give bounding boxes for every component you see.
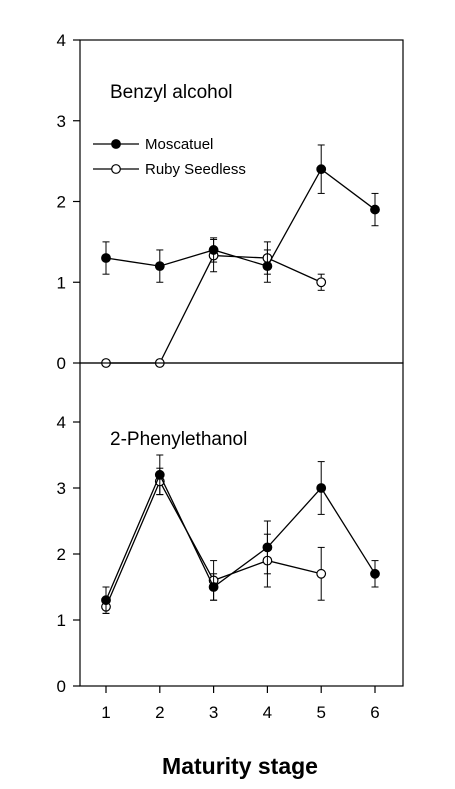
panel-2-moscatuel-point-3 [208, 582, 219, 592]
panel-1-moscatuel-point-5 [316, 164, 327, 175]
panel-2-frame [79, 362, 404, 687]
x-tick-label-2: 2 [155, 703, 164, 722]
panel-1-y-tick-label-1: 1 [57, 273, 66, 292]
panel-1-ruby-seedless-point-5 [316, 277, 327, 288]
x-tick-label-3: 3 [209, 703, 218, 722]
panel-2-moscatuel-point-6 [370, 568, 380, 579]
panel-2-y-tick-label-1: 1 [57, 611, 66, 630]
x-tick-label-6: 6 [370, 703, 379, 722]
panel-1-moscatuel-point-2 [154, 261, 165, 272]
panel-2-title: 2-Phenylethanol [110, 429, 247, 450]
panel-2-y-tick-label-0: 0 [57, 677, 66, 696]
x-tick-label-4: 4 [263, 703, 272, 722]
panel-1-y-tick-label-0: 0 [57, 354, 66, 373]
x-tick-label-5: 5 [316, 703, 325, 722]
x-axis-title: Maturity stage [162, 753, 318, 779]
panel-2-moscatuel-line [105, 473, 376, 601]
panel-2-moscatuel-point-5 [316, 483, 327, 493]
panel-1-moscatuel-point-3 [208, 245, 219, 255]
panel-1-y-tick-label-2: 2 [57, 193, 66, 212]
legend-ruby-seedless-marker [111, 164, 121, 174]
legend-moscatuel-marker [111, 139, 121, 149]
panel-2-moscatuel-point-1 [101, 595, 111, 606]
panel-2-y-tick-label-2: 2 [57, 545, 66, 564]
panel-2-moscatuel-point-4 [262, 542, 273, 553]
panel-2-y-tick-label-3: 3 [57, 479, 66, 498]
legend-moscatuel-label: Moscatuel [145, 136, 213, 153]
panel-1-moscatuel-line [105, 168, 376, 267]
legend-ruby-seedless-label: Ruby Seedless [145, 161, 246, 178]
panel-1-moscatuel-point-1 [101, 253, 111, 263]
panel-1-title: Benzyl alcohol [110, 82, 233, 103]
panel-2-ruby-seedless-point-5 [316, 568, 327, 579]
panel-1-moscatuel-point-4 [262, 261, 273, 272]
panel-1-y-tick-label-4: 4 [57, 31, 66, 50]
panel-2-moscatuel-point-2 [154, 469, 165, 480]
panel-1-moscatuel-point-6 [370, 204, 380, 215]
x-tick-label-1: 1 [101, 703, 110, 722]
panel-1-y-tick-label-3: 3 [57, 112, 66, 131]
panel-2-y-tick-label-4: 4 [57, 413, 66, 432]
